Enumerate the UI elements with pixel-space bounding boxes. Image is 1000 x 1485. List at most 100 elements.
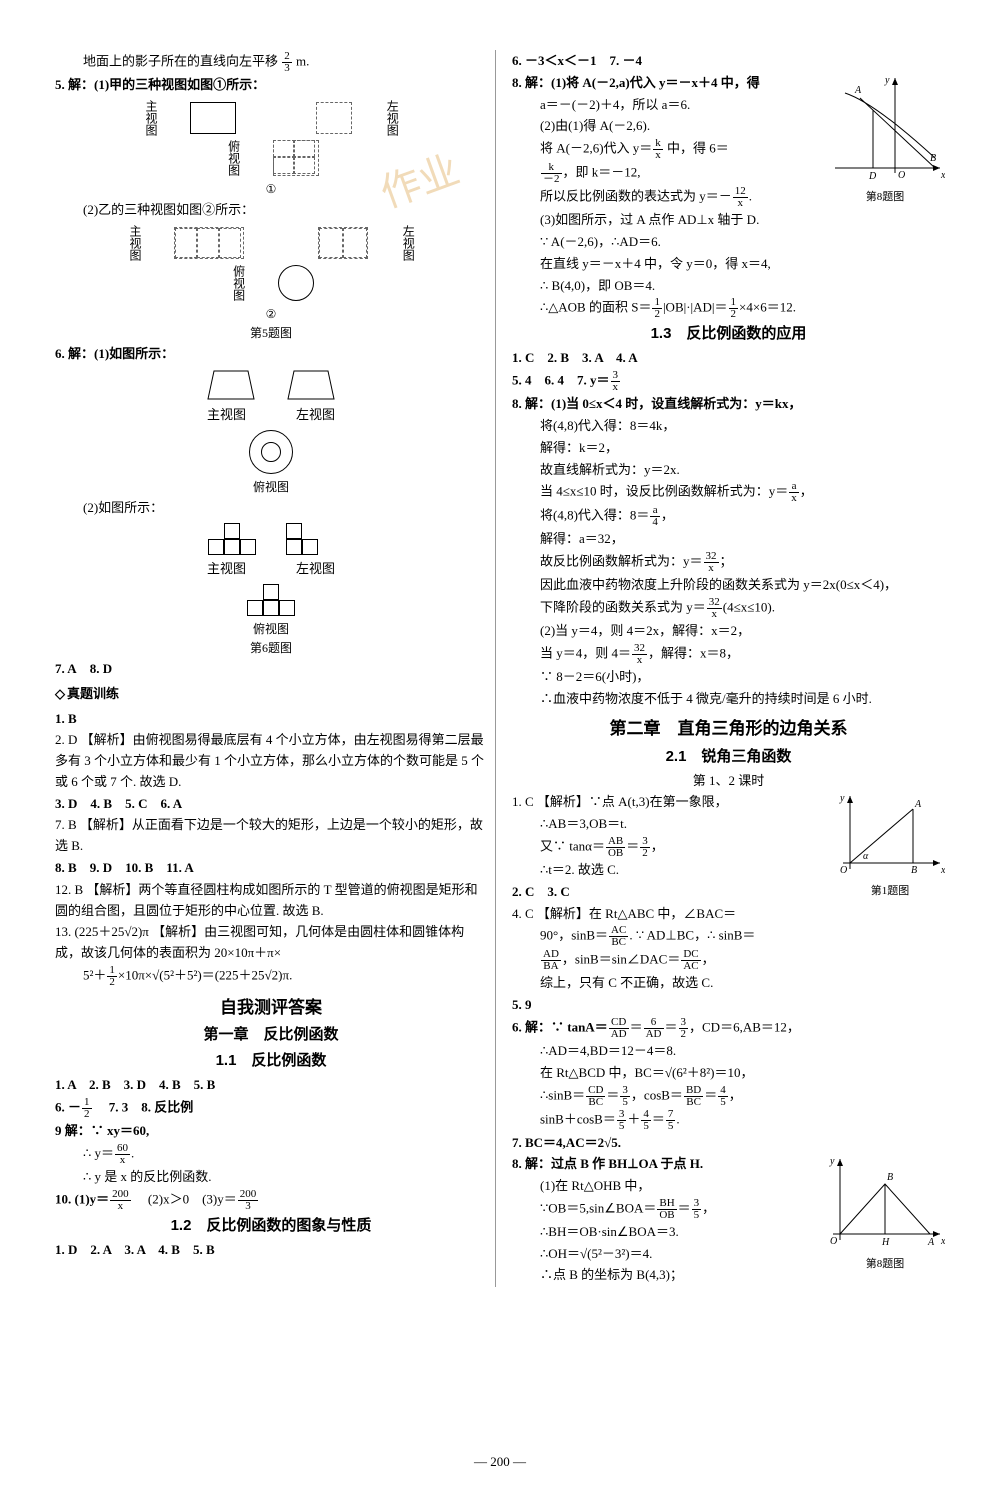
row: 1. A 2. B 3. D 4. B 5. B — [55, 1075, 487, 1096]
s21-title: 2.1 锐角三角函数 — [512, 745, 945, 769]
ch1-title: 第一章 反比例函数 — [55, 1023, 487, 1047]
r8l: ∴△AOB 的面积 S＝12|OB|·|AD|＝12×4×6＝12. — [512, 297, 945, 320]
t: ADBA，sinB＝sin∠DAC＝DCAC， — [512, 949, 945, 972]
trapezoid — [286, 369, 336, 401]
label: 左视图 — [382, 100, 401, 136]
t: ∴血液中药物浓度不低于 4 微克/毫升的持续时间是 6 小时. — [512, 689, 945, 710]
svg-text:y: y — [829, 1156, 835, 1167]
trapezoid — [206, 369, 256, 401]
label: 俯视图 — [228, 265, 247, 301]
svg-text:A: A — [914, 799, 922, 810]
label: 俯视图 — [55, 478, 487, 497]
q1-figure: x y O A B α 第1题图 — [835, 791, 945, 900]
t: 90°，sinB＝ACBC. ∵ AD⊥BC，∴ sinB＝ — [512, 925, 945, 948]
q8b-figure: x y O B H A 第8题图 — [825, 1154, 945, 1273]
s12-title: 1.2 反比例函数的图象与性质 — [55, 1214, 487, 1238]
svg-text:y: y — [839, 793, 845, 804]
label: 主视图 — [141, 100, 160, 136]
t: ∴AD＝4,BD＝12－4＝8. — [512, 1041, 945, 1062]
row: 5. 4 6. 4 7. y＝3x — [512, 370, 945, 393]
r6: 6. －3＜x＜－1 7. －4 — [512, 51, 945, 72]
q5-2: (2)乙的三种视图如图②所示： — [55, 200, 487, 221]
svg-text:y: y — [884, 75, 890, 86]
svg-text:B: B — [911, 865, 917, 876]
fig-row: 主视图 左视图 — [55, 100, 487, 136]
dashgrid — [273, 140, 319, 176]
fig-row: 俯视图 — [55, 265, 487, 301]
ch2-title: 第二章 直角三角形的边角关系 — [512, 715, 945, 742]
dashrow — [174, 227, 244, 259]
fig-row: 俯视图 — [55, 140, 487, 176]
q6: 6. 解：(1)如图所示： — [55, 344, 487, 365]
t: ∵ 8－2＝6(小时)， — [512, 667, 945, 688]
t: sinB＋cosB＝35＋45＝75. — [512, 1109, 945, 1132]
label: 左视图 — [296, 405, 335, 426]
t: 下降阶段的函数关系式为 y＝32x(4≤x≤10). — [512, 597, 945, 620]
axis-svg: x y O B H A — [825, 1154, 945, 1249]
concentric — [249, 430, 293, 474]
row: 5. 9 — [512, 995, 945, 1016]
text: 地面上的影子所在的直线向左平移 23 m. — [55, 51, 487, 74]
t: ∴sinB＝CDBC＝35，cosB＝BDBC＝45， — [512, 1085, 945, 1108]
svg-text:O: O — [840, 865, 847, 876]
q6-2: (2)如图所示： — [55, 498, 487, 519]
row: 6. －12 7. 3 8. 反比例 — [55, 1097, 487, 1120]
page-number: — 200 — — [474, 1452, 526, 1473]
s13-8a: 8. 解：(1)当 0≤x＜4 时，设直线解析式为：y＝kx， — [512, 394, 945, 415]
t: 地面上的影子所在的直线向左平移 — [83, 53, 278, 68]
t: 综上，只有 C 不正确，故选 C. — [512, 973, 945, 994]
label: 主视图 — [207, 559, 246, 580]
fig-num: ① — [55, 180, 487, 199]
axis-svg: x y O A B D — [825, 73, 945, 183]
fig-labels: 主视图 左视图 — [55, 405, 487, 426]
svg-text:α: α — [863, 851, 869, 862]
z13: 13. (225＋25√2)π 【解析】由三视图可知，几何体是由圆柱体和圆锥体构… — [55, 922, 487, 964]
circle — [278, 265, 314, 301]
fig-labels: 主视图 左视图 — [55, 559, 487, 580]
s11-9a: 9 解：∵ xy＝60, — [55, 1121, 487, 1142]
z2: 2. D 【解析】由俯视图易得最底层有 4 个小立方体，由左视图易得第二层最多有… — [55, 730, 487, 792]
self-test-title: 自我测评答案 — [55, 994, 487, 1021]
t: m. — [296, 53, 309, 68]
frac: 23 — [282, 51, 292, 74]
fig-row: 主视图 左视图 — [55, 225, 487, 261]
fig — [55, 584, 487, 616]
t: 解得：a＝32， — [512, 529, 945, 550]
z13b: 5²＋12×10π×√(5²＋5²)＝(225＋25√2)π. — [55, 965, 487, 988]
q8-figure: x y O A B D 第8题图 — [825, 73, 945, 207]
t: 当 4≤x≤10 时，设反比例函数解析式为：y＝ax， — [512, 481, 945, 504]
fig-row — [55, 369, 487, 401]
fig — [55, 430, 487, 474]
r8k: ∴ B(4,0)，即 OB＝4. — [512, 276, 945, 297]
svg-text:H: H — [881, 1237, 890, 1248]
row: 7. BC＝4,AC＝2√5. — [512, 1133, 945, 1154]
right-column: 6. －3＜x＜－1 7. －4 x y O A B D 第8题图 8. 解：(… — [504, 50, 945, 1287]
t: 将(4,8)代入得：8＝a4， — [512, 505, 945, 528]
label: 主视图 — [125, 225, 144, 261]
t: 在 Rt△BCD 中，BC＝√(6²＋8²)＝10， — [512, 1063, 945, 1084]
fig-num: ② — [55, 305, 487, 324]
row: 1. C 2. B 3. A 4. A — [512, 348, 945, 369]
svg-text:O: O — [898, 170, 905, 181]
grid — [286, 523, 334, 555]
t: 当 y＝4，则 4＝32x，解得：x＝8， — [512, 643, 945, 666]
svg-text:A: A — [927, 1237, 935, 1248]
fig-cap: 第5题图 — [55, 324, 487, 343]
s11-title: 1.1 反比例函数 — [55, 1049, 487, 1073]
s11-10: 10. (1)y＝200x (2)x＞0 (3)y＝2003 — [55, 1189, 487, 1212]
q5: 5. 解：(1)甲的三种视图如图①所示： — [55, 75, 487, 96]
label: 左视图 — [398, 225, 417, 261]
label: 俯视图 — [55, 620, 487, 639]
t: (2)当 y＝4，则 4＝2x，解得：x＝2， — [512, 621, 945, 642]
svg-text:A: A — [854, 85, 862, 96]
t: 解得：k＝2， — [512, 438, 945, 459]
left-column: 地面上的影子所在的直线向左平移 23 m. 5. 解：(1)甲的三种视图如图①所… — [55, 50, 496, 1287]
svg-text:B: B — [930, 153, 936, 164]
z1: 1. B — [55, 709, 487, 730]
s11-9d: ∴ y 是 x 的反比例函数. — [55, 1167, 487, 1188]
row: 1. D 2. A 3. A 4. B 5. B — [55, 1240, 487, 1261]
svg-text:x: x — [940, 1236, 945, 1247]
r8h: (3)如图所示，过 A 点作 AD⊥x 轴于 D. — [512, 210, 945, 231]
svg-text:O: O — [830, 1236, 837, 1247]
fig-cap: 第8题图 — [825, 1256, 945, 1274]
